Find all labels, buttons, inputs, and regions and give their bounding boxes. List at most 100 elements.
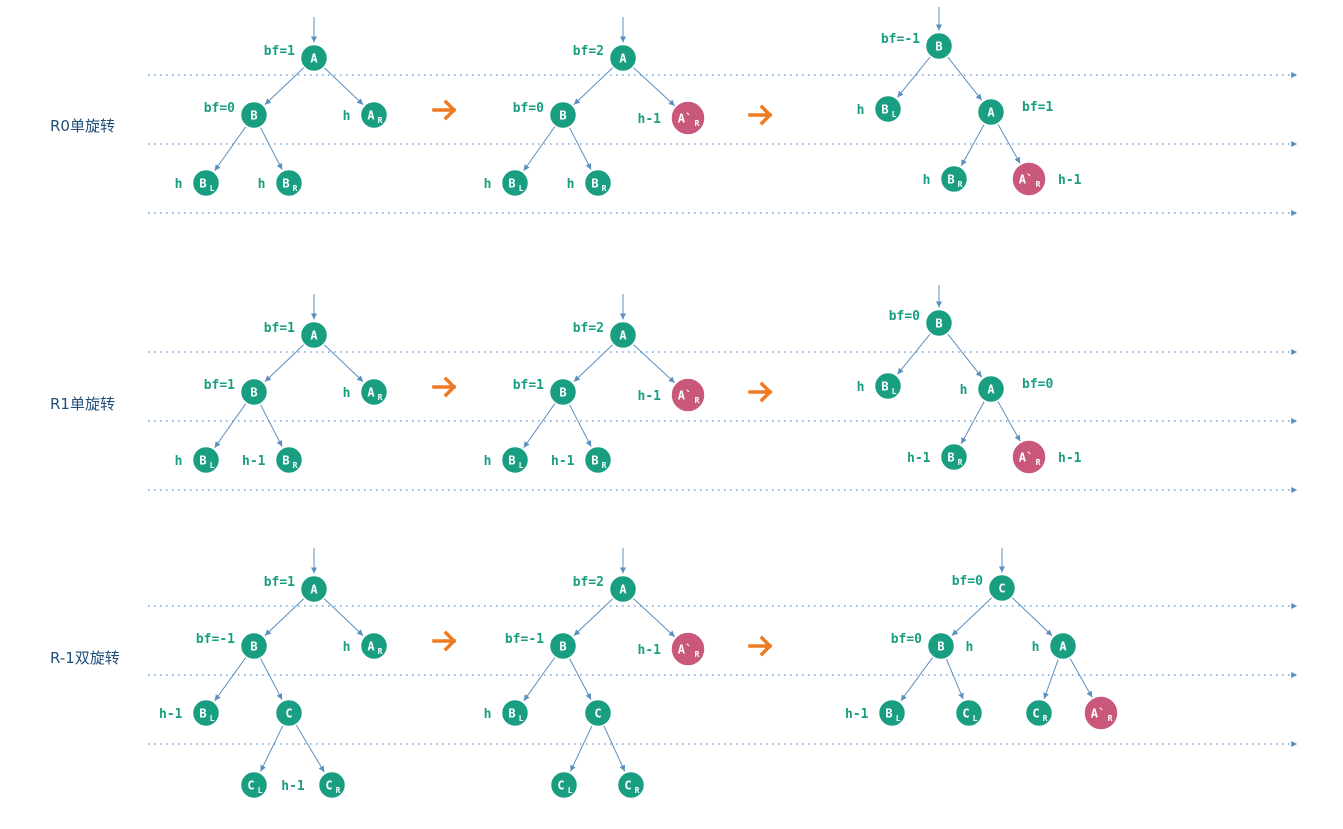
node-subscript: R xyxy=(378,393,383,402)
height-label: h xyxy=(857,103,865,118)
tree-node xyxy=(976,97,1006,127)
tree-node xyxy=(359,100,389,130)
tree-edge xyxy=(1011,597,1053,637)
node-text: C xyxy=(247,779,254,793)
node-subscript: R xyxy=(378,116,383,125)
tree-edge xyxy=(259,127,283,170)
node-text: B xyxy=(559,640,566,654)
node-text: B xyxy=(250,640,257,654)
tree-edge xyxy=(523,657,556,702)
balance-factor-label: bf=0 xyxy=(513,101,544,116)
balance-factor-label: bf=2 xyxy=(573,575,604,590)
node-text: C xyxy=(624,779,631,793)
node-subscript: L xyxy=(519,184,524,193)
tree-node xyxy=(191,445,221,475)
height-label: h xyxy=(857,380,865,395)
tree-edge xyxy=(573,344,614,383)
tree-edge xyxy=(295,724,325,773)
tree-node xyxy=(608,320,638,350)
node-text: B xyxy=(935,40,942,54)
height-label: h xyxy=(343,386,351,401)
node-labels: bf=1 bf=0 h h h bf=2 bf=0 h-1 h h bf=-1 h bf=1 h h-1 bf… xyxy=(159,32,1082,794)
node-subscript: L xyxy=(892,110,897,119)
tree-edge xyxy=(1069,657,1093,698)
node-text: A` xyxy=(678,389,692,403)
node-subscript: L xyxy=(519,714,524,723)
tree-node xyxy=(500,445,530,475)
node-subscript: L xyxy=(896,714,901,723)
node-text: A` xyxy=(1019,451,1033,465)
tree-edge xyxy=(603,725,626,772)
new-node xyxy=(670,100,706,136)
guide-lines xyxy=(148,72,1298,747)
height-label: h xyxy=(258,177,266,192)
balance-factor-label: bf=-1 xyxy=(505,632,544,647)
node-subscript: R xyxy=(293,461,298,470)
node-subscript: L xyxy=(210,714,215,723)
tree-edge xyxy=(214,126,247,172)
height-label: h xyxy=(484,707,492,722)
tree-edge xyxy=(947,333,983,378)
node-text: A xyxy=(310,52,318,66)
node-subscript: L xyxy=(892,387,897,396)
node-subscript: L xyxy=(568,786,573,795)
row-label-r0: R0单旋转 xyxy=(50,117,115,135)
right-arrow-icon xyxy=(432,99,457,121)
node-text: C xyxy=(594,707,601,721)
tree-node xyxy=(274,698,304,728)
node-text: A xyxy=(310,583,318,597)
node-text: B xyxy=(508,454,515,468)
node-subscript: R xyxy=(602,461,607,470)
node-text: A` xyxy=(1091,707,1105,721)
tree-node xyxy=(274,168,304,198)
tree-edge xyxy=(951,597,993,637)
tree-node xyxy=(548,100,578,130)
height-label: h xyxy=(966,640,974,655)
node-text: B xyxy=(282,177,289,191)
node-subscript: R xyxy=(1036,458,1041,467)
balance-factor-label: bf=0 xyxy=(889,309,920,324)
tree-node xyxy=(608,43,638,73)
node-subscript: R xyxy=(695,119,700,128)
node-text: B xyxy=(937,640,944,654)
node-subscript: L xyxy=(973,714,978,723)
tree-edge xyxy=(264,344,305,383)
height-label: h-1 xyxy=(551,454,575,469)
tree-node xyxy=(987,573,1017,603)
tree-edge xyxy=(900,657,934,702)
tree-node xyxy=(939,164,969,194)
node-subscript: R xyxy=(958,458,963,467)
height-label: h-1 xyxy=(638,643,662,658)
tree-node xyxy=(299,43,329,73)
tree-edge xyxy=(960,401,985,445)
node-text: B xyxy=(508,177,515,191)
node-subscript: R xyxy=(602,184,607,193)
tree-edge xyxy=(260,658,283,700)
height-label: h-1 xyxy=(638,112,662,127)
balance-factor-label: bf=1 xyxy=(513,378,544,393)
transition-arrows xyxy=(432,99,773,657)
tree-edge xyxy=(945,658,964,700)
tree-nodes: AB A RB L B RAB A` RB L B RBB L AB R A` RAB A RB L B RAB A` RB… xyxy=(191,31,1119,800)
node-text: B xyxy=(559,386,566,400)
height-label: h-1 xyxy=(281,779,305,794)
balance-factor-label: bf=1 xyxy=(264,321,295,336)
height-label: h-1 xyxy=(1058,451,1082,466)
tree-node xyxy=(239,770,269,800)
node-text: B xyxy=(199,454,206,468)
node-subscript: R xyxy=(293,184,298,193)
tree-node xyxy=(548,377,578,407)
height-label: h xyxy=(960,383,968,398)
tree-node xyxy=(239,631,269,661)
height-label: h-1 xyxy=(845,707,869,722)
node-text: B xyxy=(591,177,598,191)
node-subscript: R xyxy=(635,786,640,795)
tree-edge xyxy=(569,658,592,700)
tree-node xyxy=(877,698,907,728)
node-text: B xyxy=(250,386,257,400)
balance-factor-label: bf=-1 xyxy=(196,632,235,647)
right-arrow-icon xyxy=(748,381,773,403)
tree-node xyxy=(500,698,530,728)
tree-edge xyxy=(214,403,247,449)
